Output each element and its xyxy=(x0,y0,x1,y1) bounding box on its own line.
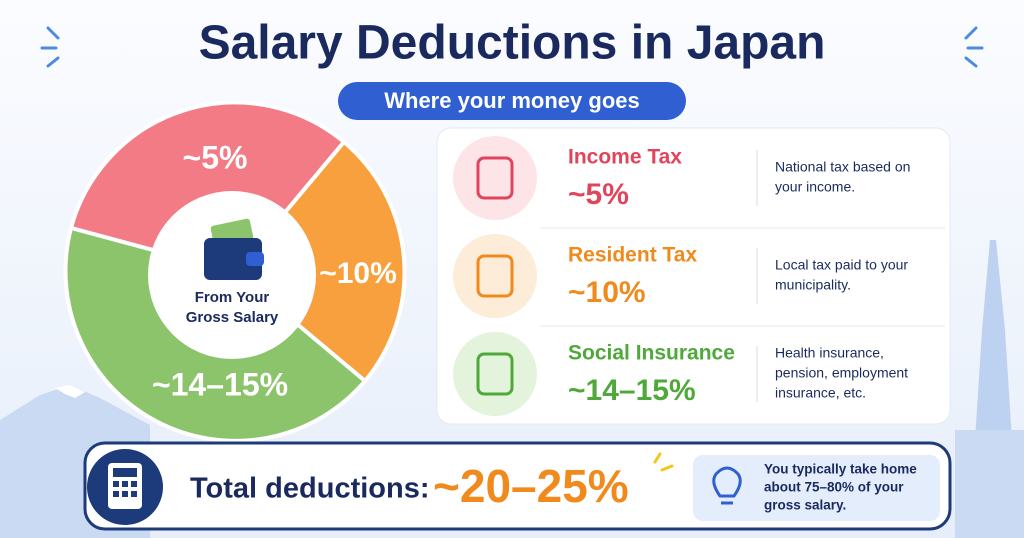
donut-segment xyxy=(68,100,347,275)
segment-label: ~5% xyxy=(183,139,248,175)
item-icon xyxy=(476,254,514,298)
segment-label: ~14–15% xyxy=(152,366,288,402)
subtitle: Where your money goes xyxy=(384,88,640,113)
subtitle-pill xyxy=(338,82,686,120)
donut-center-text: From Your xyxy=(195,289,270,306)
item-name: Social Insurance xyxy=(568,342,735,365)
donut-center-text: Gross Salary xyxy=(186,309,279,326)
item-value: ~10% xyxy=(568,276,646,309)
item-icon-bg xyxy=(453,234,537,318)
total-label: Total deductions: xyxy=(190,473,430,505)
tip-text: gross salary. xyxy=(764,498,846,513)
item-icon-bg xyxy=(453,136,537,220)
donut-segment xyxy=(232,139,407,384)
wallet-icon xyxy=(204,218,264,280)
item-description: your income. xyxy=(775,179,855,195)
item-icon xyxy=(476,352,514,396)
item-name: Resident Tax xyxy=(568,244,697,267)
item-description: pension, employment xyxy=(775,365,908,381)
item-description: Local tax paid to your xyxy=(775,257,908,273)
item-description: municipality. xyxy=(775,277,851,293)
building xyxy=(955,430,1024,538)
tip-box xyxy=(693,455,940,521)
calculator-icon xyxy=(108,463,142,509)
sparkle xyxy=(40,26,984,68)
title: Salary Deductions in Japan xyxy=(199,17,826,70)
sparkle xyxy=(653,452,674,472)
item-description: insurance, etc. xyxy=(775,385,866,401)
tower xyxy=(975,240,1012,440)
item-value: ~14–15% xyxy=(568,374,696,407)
item-description: National tax based on xyxy=(775,159,910,175)
mountain-snow xyxy=(55,385,85,398)
item-rows: Income Tax ~5% National tax based on your i… xyxy=(453,136,910,416)
bulb-icon xyxy=(712,466,742,505)
tip-text: about 75–80% of your xyxy=(764,480,904,495)
item-value: ~5% xyxy=(568,178,629,211)
item-icon-bg xyxy=(453,332,537,416)
tip-text: You typically take home xyxy=(764,462,917,477)
item-description: Health insurance, xyxy=(775,345,884,361)
total-value: ~20–25% xyxy=(433,460,629,512)
item-icon xyxy=(476,156,514,200)
item-name: Income Tax xyxy=(568,146,682,169)
items-card xyxy=(436,127,951,425)
segment-label: ~10% xyxy=(319,257,397,290)
